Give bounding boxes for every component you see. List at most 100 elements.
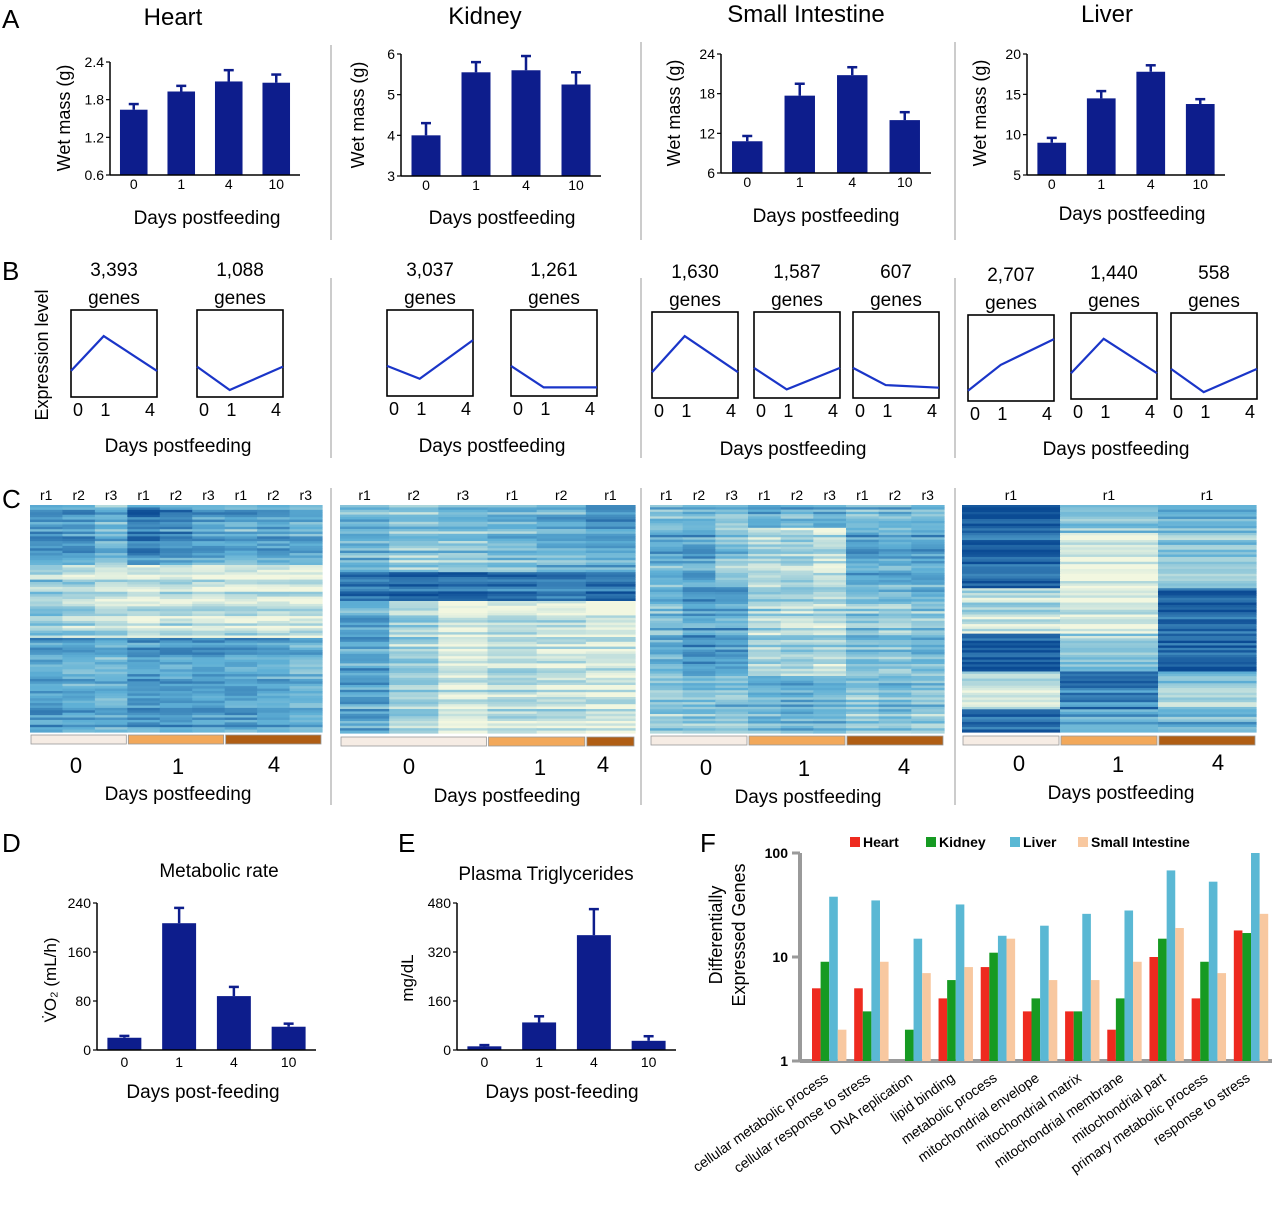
- genes-label: genes: [985, 293, 1037, 314]
- heatmap-cell: [650, 518, 684, 522]
- heatmap-cell: [192, 586, 226, 590]
- heatmap-cell: [192, 633, 226, 637]
- heatmap-cell: [748, 687, 782, 691]
- heatmap-cell: [846, 673, 880, 677]
- heatmap-cell: [780, 594, 814, 598]
- heatmap-cell: [962, 566, 1061, 570]
- heatmap-cell: [962, 593, 1061, 596]
- heatmap-cell: [536, 677, 587, 681]
- heatmap-cell: [94, 543, 128, 547]
- heatmap-cell: [94, 654, 128, 658]
- heatmap-cell: [1158, 511, 1257, 515]
- heatmap-cell: [813, 725, 847, 729]
- heatmap-cell: [224, 616, 258, 620]
- heatmap-cell: [780, 537, 814, 541]
- heatmap-cell: [30, 630, 64, 634]
- heatmap-cell: [487, 704, 538, 708]
- heatmap-cell: [159, 548, 193, 552]
- heatmap-cell: [813, 556, 847, 560]
- x-axis-label: Days postfeeding: [735, 787, 882, 808]
- heatmap-cell: [813, 594, 847, 598]
- heatmap-cell: [878, 525, 912, 529]
- heatmap-cell: [159, 678, 193, 682]
- heatmap-cell: [682, 601, 716, 605]
- heatmap-cell: [62, 618, 96, 622]
- genes-label: genes: [771, 290, 823, 311]
- heatmap-cell: [340, 536, 390, 540]
- heatmap-cell: [1158, 540, 1257, 544]
- heatmap-cell: [780, 587, 814, 591]
- replicate-label: r2: [555, 487, 568, 503]
- heatmap-cell: [650, 728, 684, 732]
- heatmap-cell: [340, 689, 390, 693]
- heatmap-cell: [715, 699, 749, 703]
- heatmap-cell: [340, 711, 390, 715]
- heatmap-cell: [748, 544, 782, 548]
- heatmap-cell: [1060, 690, 1159, 694]
- heatmap-cell: [62, 533, 96, 537]
- heatmap-cell: [536, 687, 587, 691]
- heatmap-cell: [340, 725, 390, 729]
- replicate-label: r2: [889, 487, 902, 503]
- heatmap-cell: [224, 654, 258, 658]
- heatmap-cell: [748, 587, 782, 591]
- heatmap-cell: [94, 536, 128, 540]
- heatmap-cell: [650, 630, 684, 634]
- heatmap-cell: [487, 641, 538, 645]
- heatmap-cell: [159, 727, 193, 731]
- y-tick-label: 1.2: [85, 129, 105, 145]
- heatmap-cell: [224, 691, 258, 695]
- heatmap-cell: [878, 556, 912, 560]
- heatmap-cell: [487, 670, 538, 674]
- heatmap-cell: [780, 690, 814, 694]
- heatmap-cell: [878, 568, 912, 572]
- heatmap-cell: [585, 634, 636, 638]
- heatmap-cell: [962, 609, 1061, 613]
- heatmap-cell: [30, 533, 64, 537]
- heatmap-cell: [748, 604, 782, 607]
- heatmap-cell: [289, 524, 323, 528]
- heatmap-cell: [340, 553, 390, 556]
- heatmap-cell: [1158, 559, 1257, 563]
- heatmap-cell: [1060, 578, 1159, 582]
- heatmap-cell: [438, 668, 489, 672]
- heatmap-cell: [192, 569, 226, 573]
- heatmap-cell: [389, 543, 439, 547]
- heatmap-cell: [585, 596, 636, 600]
- heatmap-cell: [682, 514, 716, 517]
- bar-kidney: [1031, 998, 1041, 1061]
- x-axis-label: Days postfeeding: [429, 208, 576, 229]
- heatmap-cell: [159, 715, 193, 719]
- bar-1: [461, 72, 491, 176]
- heatmap-cell: [389, 531, 439, 535]
- heatmap-cell: [224, 623, 258, 627]
- heatmap-cell: [715, 556, 749, 560]
- heatmap-cell: [340, 639, 390, 643]
- heatmap-cell: [30, 724, 64, 728]
- bar-liver: [829, 896, 838, 1061]
- heatmap-cell: [846, 697, 880, 701]
- heatmap-cell: [487, 632, 538, 636]
- heatmap-cell: [748, 594, 782, 598]
- heatmap-cell: [585, 550, 636, 554]
- heatmap-cell: [94, 505, 128, 509]
- heatmap-cell: [846, 575, 880, 579]
- heatmap-cell: [962, 616, 1061, 620]
- heatmap-cell: [748, 723, 782, 727]
- heatmap-cell: [159, 722, 193, 726]
- heatmap-cell: [389, 711, 439, 715]
- heatmap-cell: [192, 545, 226, 549]
- heatmap-cell: [94, 545, 128, 549]
- heatmap-cell: [94, 608, 128, 612]
- heatmap-cell: [389, 526, 439, 530]
- heatmap-cell: [487, 545, 538, 549]
- heatmap-cell: [438, 627, 489, 631]
- y-axis-label: Expression level: [32, 289, 52, 420]
- heatmap-cell: [487, 593, 538, 597]
- heatmap-cell: [94, 550, 128, 554]
- heatmap-cell: [846, 534, 880, 538]
- heatmap-cell: [536, 685, 587, 688]
- heatmap-cell: [289, 662, 323, 666]
- heatmap-cell: [780, 697, 814, 701]
- heatmap-cell: [813, 516, 847, 520]
